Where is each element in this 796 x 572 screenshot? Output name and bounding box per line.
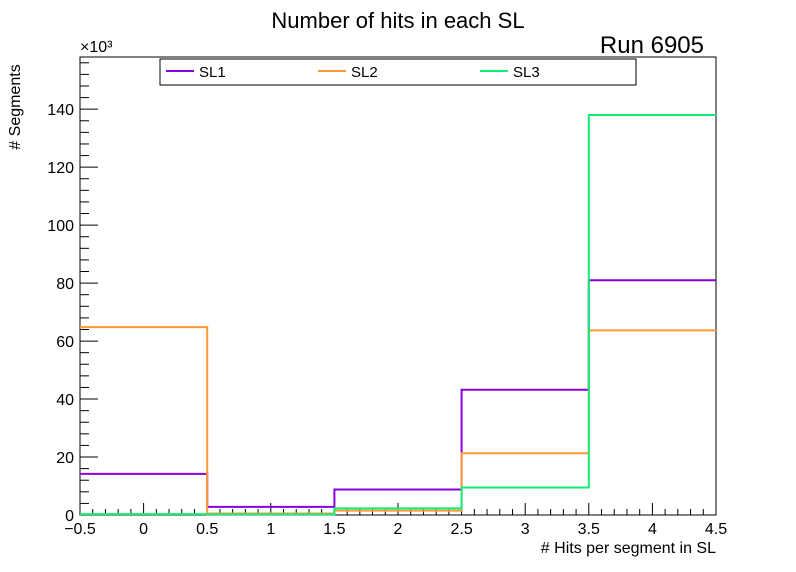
x-tick-label: 3 — [521, 521, 530, 538]
chart-title: Number of hits in each SL — [271, 8, 524, 33]
x-tick-label: 4.5 — [705, 521, 727, 538]
legend-label-sl1: SL1 — [199, 64, 226, 81]
plot-frame — [79, 56, 717, 516]
series-layer — [80, 113, 716, 516]
y-axis-title: # Segments — [7, 64, 24, 149]
legend: SL1 SL2 SL3 — [159, 58, 637, 86]
legend-label-sl2: SL2 — [351, 64, 378, 81]
x-tick-label: 1.5 — [323, 521, 345, 538]
y-tick-label: 100 — [47, 218, 74, 235]
run-annotation: Run 6905 — [600, 32, 704, 59]
y-exponent-label: ×10³ — [80, 39, 113, 56]
y-tick-label: 40 — [56, 392, 74, 409]
x-tick-label: 2.5 — [450, 521, 472, 538]
x-tick-label: 2 — [394, 521, 403, 538]
x-tick-label: −0.5 — [64, 521, 96, 538]
series-line-sl1 — [80, 279, 716, 508]
y-tick-label: 20 — [56, 450, 74, 467]
legend-label-sl3: SL3 — [513, 64, 540, 81]
y-tick-label: 80 — [56, 276, 74, 293]
y-tick-label: 140 — [47, 102, 74, 119]
series-line-sl2 — [80, 326, 716, 515]
series-line-sl3 — [80, 113, 716, 516]
x-tick-label: 3.5 — [578, 521, 600, 538]
x-tick-label: 1 — [266, 521, 275, 538]
y-tick-label: 0 — [65, 508, 74, 525]
y-tick-label: 120 — [47, 160, 74, 177]
x-tick-label: 0 — [139, 521, 148, 538]
axis-ticks: −0.5 0 0.5 1 1.5 2 2.5 3 3.5 4 4.50204060801001201… — [47, 62, 727, 538]
x-tick-label: 0.5 — [196, 521, 218, 538]
y-tick-label: 60 — [56, 334, 74, 351]
x-tick-label: 4 — [648, 521, 657, 538]
legend-box — [159, 58, 637, 86]
x-axis-title: # Hits per segment in SL — [541, 540, 716, 557]
